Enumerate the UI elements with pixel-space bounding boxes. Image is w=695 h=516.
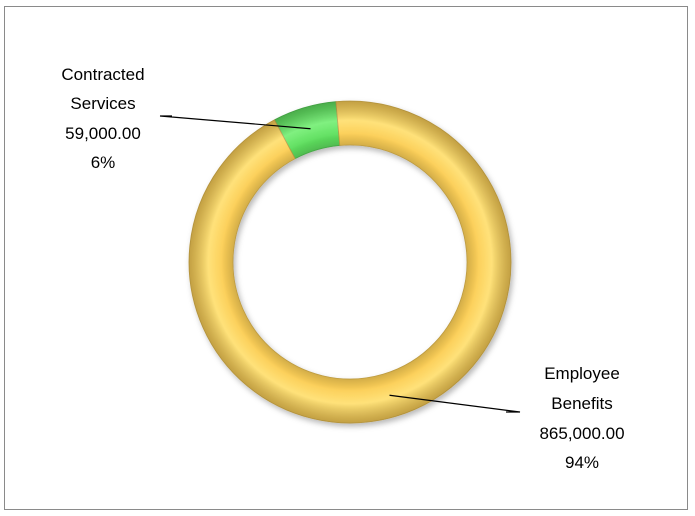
label-value: 59,000.00: [65, 124, 141, 143]
label-line: Employee: [544, 364, 620, 383]
donut-slice-employee-benefits: [188, 100, 512, 424]
leader-line: [389, 394, 521, 413]
label-line: Benefits: [551, 394, 612, 413]
leader-line: [159, 115, 311, 130]
label-percent: 94%: [565, 453, 599, 472]
label-value: 865,000.00: [539, 424, 624, 443]
data-label-employee-benefits: Employee Benefits 865,000.00 94%: [539, 364, 624, 472]
label-line: Services: [70, 94, 135, 113]
label-percent: 6%: [91, 153, 116, 172]
data-label-contracted-services: Contracted Services 59,000.00 6%: [61, 65, 144, 172]
label-line: Contracted: [61, 65, 144, 84]
